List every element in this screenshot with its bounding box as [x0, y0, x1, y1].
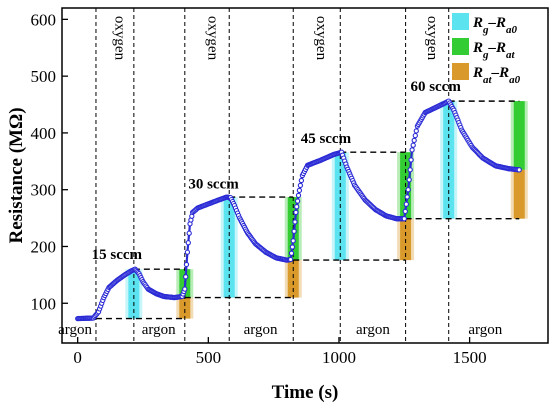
data-point [401, 216, 407, 222]
y-tick-label-4: 500 [31, 67, 57, 86]
data-point [182, 286, 188, 292]
data-point [405, 187, 411, 193]
legend-swatch-rat_ra0 [452, 63, 469, 80]
y-tick-label-5: 600 [31, 10, 57, 29]
bar-body [128, 269, 140, 319]
bar-rg_ra0-9 [440, 101, 458, 219]
flow-label-0: 15 sccm [92, 247, 143, 263]
resistance-curve-layer [75, 98, 522, 322]
data-point [402, 208, 408, 215]
bar-body [513, 101, 525, 170]
data-point [410, 142, 416, 148]
data-point [289, 244, 296, 250]
axis-layer: 0 500 1000 1500 100 200 300 400 500 600 [31, 10, 487, 367]
data-point [184, 249, 191, 255]
y-tick-label-3: 400 [31, 124, 57, 143]
data-point [413, 128, 419, 134]
data-point [407, 167, 413, 173]
legend-item-rg_ra0: Rg–Ra0 [452, 13, 518, 36]
x-tick-label-2: 1000 [322, 348, 356, 367]
data-point [412, 132, 418, 139]
data-point [291, 228, 297, 234]
data-point [185, 240, 191, 246]
argon-label-2: argon [244, 322, 278, 338]
dashed-lines-layer [95, 8, 520, 343]
legend-swatch-rg_rat [452, 38, 469, 55]
data-point [294, 204, 300, 210]
argon-label-0: argon [58, 322, 92, 338]
data-point [288, 250, 295, 256]
data-point [403, 201, 409, 207]
data-point [287, 256, 294, 263]
data-point [293, 209, 299, 216]
y-tick-label-0: 100 [31, 294, 57, 313]
argon-label-3: argon [356, 322, 390, 338]
bar-body [179, 297, 191, 319]
y-tick-label-2: 300 [31, 181, 57, 200]
data-point [408, 157, 414, 163]
resistance-markers [75, 98, 522, 322]
annotation-layer: 15 sccm 30 sccm 45 sccm 60 sccm oxygen oxygen… [58, 16, 503, 338]
oxygen-label-1: oxygen [204, 16, 220, 61]
bar-rg_ra0-0 [125, 269, 143, 319]
data-point [297, 182, 304, 189]
flow-label-2: 45 sccm [301, 131, 352, 147]
legend: Rg–Ra0 Rg–Rat Rat–Ra0 [452, 13, 521, 86]
data-point [290, 238, 296, 244]
legend-label-rat_ra0: Rat–Ra0 [472, 65, 521, 86]
data-point [296, 187, 303, 194]
bar-rat_ra0-11 [510, 169, 528, 219]
data-point [295, 192, 302, 199]
x-axis-title: Time (s) [272, 382, 339, 403]
data-point [183, 261, 190, 268]
x-tick-label-0: 0 [73, 348, 82, 367]
flow-label-3: 60 sccm [410, 79, 461, 95]
argon-label-4: argon [468, 322, 502, 338]
bar-body [513, 169, 525, 219]
data-point [406, 177, 412, 183]
data-point [183, 274, 189, 280]
bar-rg_rat-10 [510, 101, 528, 170]
data-point [292, 219, 298, 225]
data-point [404, 194, 410, 200]
bar-rat_ra0-2 [176, 297, 194, 319]
flow-label-1: 30 sccm [188, 177, 239, 193]
oxygen-label-3: oxygen [424, 16, 440, 61]
legend-item-rg_rat: Rg–Rat [452, 38, 516, 61]
data-point [409, 147, 415, 153]
legend-swatch-rg_ra0 [452, 13, 469, 30]
oxygen-label-2: oxygen [313, 16, 329, 61]
data-point [516, 167, 522, 173]
plot-frame [61, 7, 549, 344]
legend-label-rg_rat: Rg–Rat [472, 40, 516, 61]
x-tick-label-3: 1500 [453, 348, 487, 367]
legend-item-rat_ra0: Rat–Ra0 [452, 63, 521, 86]
data-point [298, 177, 305, 184]
x-tick-label-1: 500 [196, 348, 222, 367]
argon-label-1: argon [142, 322, 176, 338]
bar-rat_ra0-5 [284, 260, 302, 298]
bar-body [287, 260, 299, 298]
legend-label-rg_ra0: Rg–Ra0 [472, 15, 518, 36]
y-tick-label-1: 200 [31, 237, 57, 256]
data-point [294, 198, 301, 204]
oxygen-label-0: oxygen [112, 16, 128, 61]
bar-body [443, 101, 455, 219]
data-point [186, 230, 192, 236]
y-axis-title: Resistance (MΩ) [6, 107, 27, 243]
data-point [411, 137, 417, 144]
